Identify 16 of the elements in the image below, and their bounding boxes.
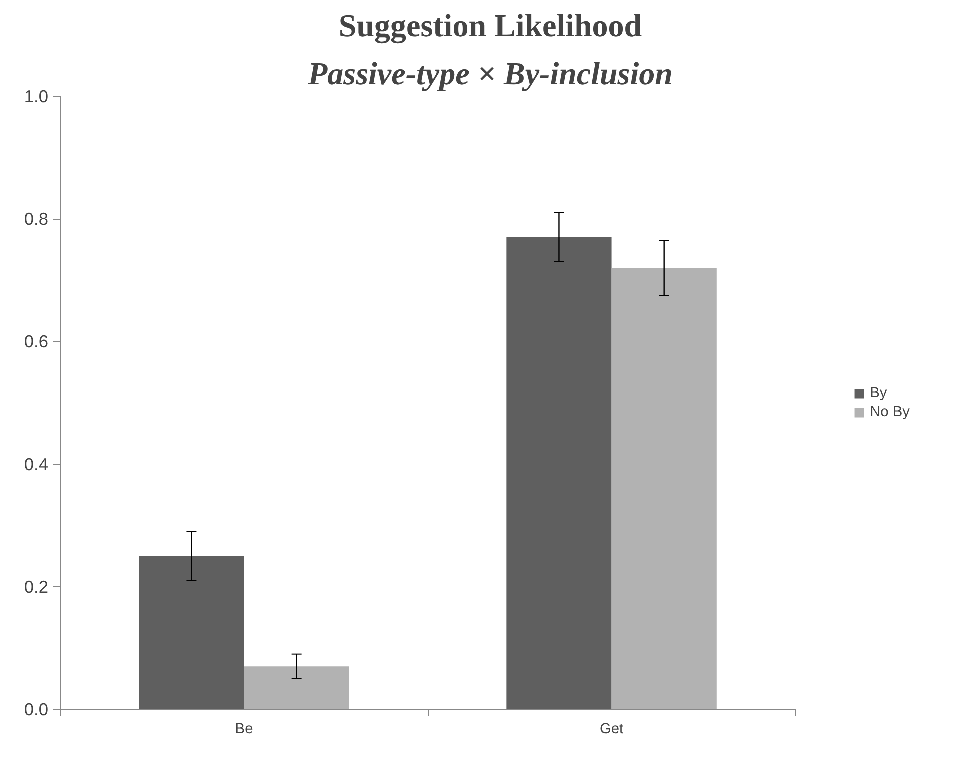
chart-subtitle: Passive-type × By-inclusion [307,56,673,92]
y-tick-label: 0.0 [24,700,49,720]
legend-label: No By [870,404,910,420]
x-tick-label: Be [235,722,254,738]
bar [612,268,717,710]
y-tick-label: 0.6 [24,332,49,352]
y-tick-label: 0.4 [24,454,49,474]
y-tick-label: 0.8 [24,209,49,230]
y-tick-label: 0.2 [24,576,49,597]
bar [139,556,244,710]
chart-title: Suggestion Likelihood [338,8,642,44]
x-tick-label: Get [600,722,624,738]
bar [506,237,612,710]
bar [244,666,350,710]
y-tick-label: 1.0 [24,86,49,106]
legend-label: By [870,385,888,401]
